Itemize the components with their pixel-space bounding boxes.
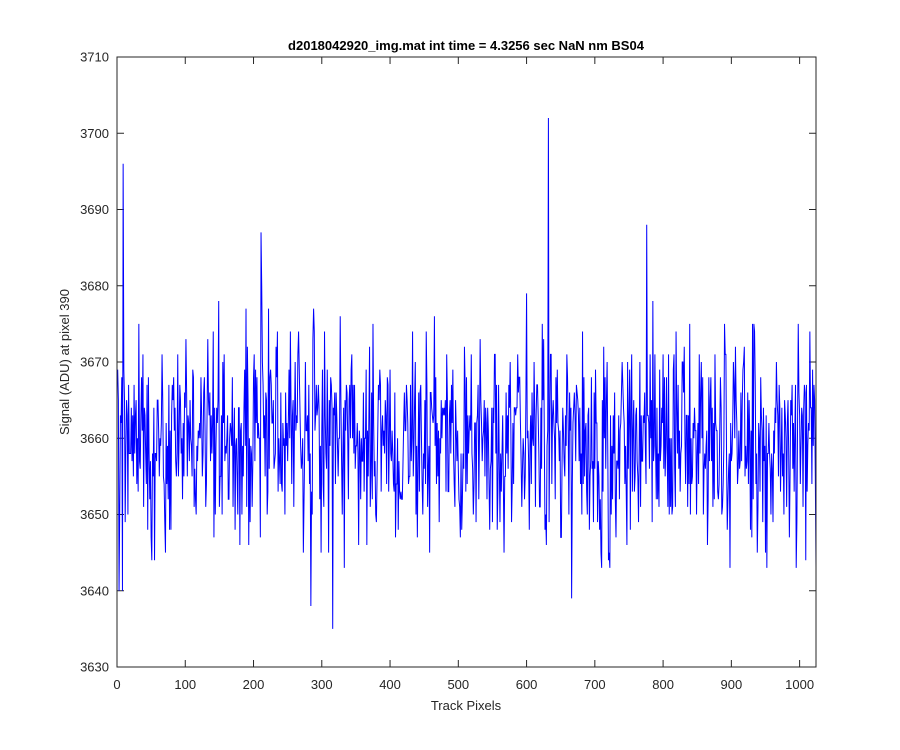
x-tick-label: 300 (311, 677, 333, 692)
x-tick-label: 500 (447, 677, 469, 692)
chart-title: d2018042920_img.mat int time = 4.3256 se… (288, 38, 645, 53)
y-tick-label: 3690 (80, 202, 109, 217)
y-tick-label: 3680 (80, 278, 109, 293)
y-tick-label: 3650 (80, 507, 109, 522)
y-tick-label: 3660 (80, 431, 109, 446)
y-tick-label: 3640 (80, 583, 109, 598)
x-axis: 0 100 200 300 400 500 600 700 800 900 1000 (113, 57, 814, 692)
x-tick-label: 600 (516, 677, 538, 692)
x-tick-label: 0 (113, 677, 120, 692)
y-axis-label: Signal (ADU) at pixel 390 (57, 289, 72, 435)
y-tick-label: 3630 (80, 660, 109, 675)
x-tick-label: 200 (243, 677, 265, 692)
x-axis-label: Track Pixels (431, 698, 502, 713)
x-tick-label: 1000 (785, 677, 814, 692)
plot-area (117, 57, 816, 667)
y-tick-label: 3670 (80, 355, 109, 370)
x-tick-label: 800 (652, 677, 674, 692)
series-line (117, 117, 817, 629)
axes-box (116, 56, 817, 668)
x-tick-label: 900 (721, 677, 743, 692)
x-tick-label: 100 (174, 677, 196, 692)
x-tick-label: 700 (584, 677, 606, 692)
y-tick-label: 3700 (80, 126, 109, 141)
y-tick-label: 3710 (80, 50, 109, 65)
x-tick-label: 400 (379, 677, 401, 692)
